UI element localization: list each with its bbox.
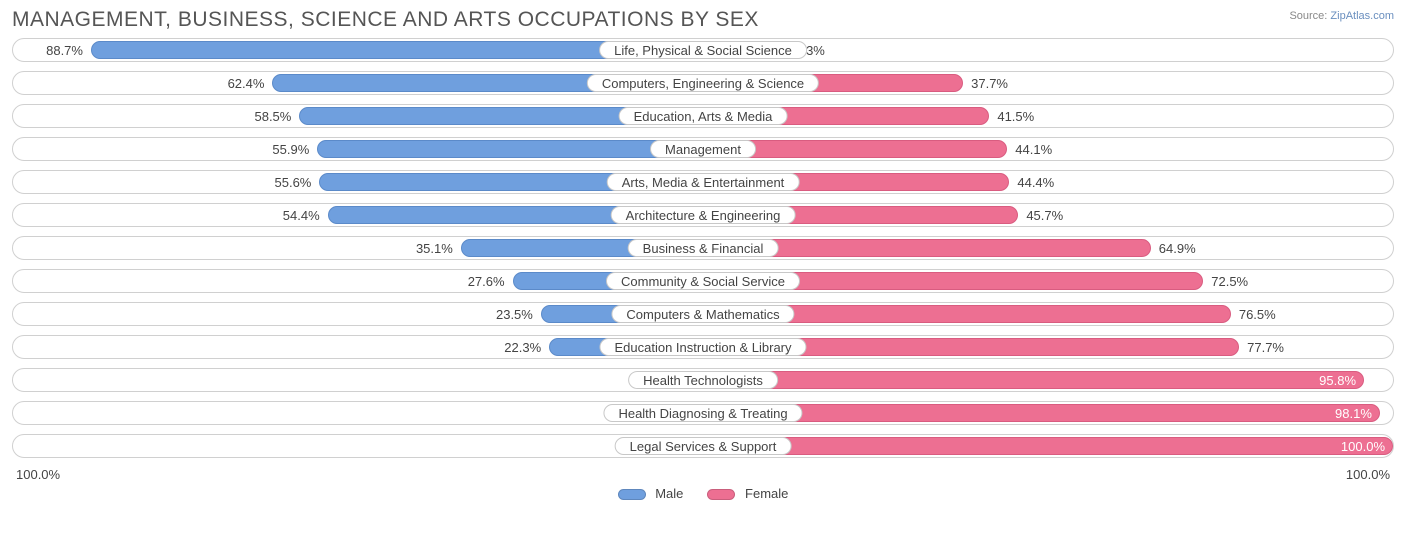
- chart-row: 22.3% 77.7% Education Instruction & Librar…: [12, 335, 1394, 359]
- male-value: 27.6%: [468, 270, 505, 294]
- chart-row: 4.2%95.8%Health Technologists: [12, 368, 1394, 392]
- chart-row: 55.6% 44.4% Arts, Media & Entertainment: [12, 170, 1394, 194]
- male-value: 55.6%: [275, 171, 312, 195]
- female-value: 77.7%: [1247, 336, 1284, 360]
- source-link[interactable]: ZipAtlas.com: [1330, 10, 1394, 22]
- category-label: Community & Social Service: [606, 272, 800, 290]
- male-value: 22.3%: [504, 336, 541, 360]
- category-label: Education Instruction & Library: [599, 338, 806, 356]
- category-label: Architecture & Engineering: [611, 206, 796, 224]
- x-axis: 100.0% 100.0%: [12, 467, 1394, 482]
- female-value: 95.8%: [1319, 369, 1364, 393]
- legend: Male Female: [12, 486, 1394, 501]
- chart-title: MANAGEMENT, BUSINESS, SCIENCE AND ARTS O…: [12, 8, 759, 32]
- category-label: Legal Services & Support: [615, 437, 792, 455]
- female-bar: [703, 437, 1393, 455]
- chart-row: 35.1% 64.9% Business & Financial: [12, 236, 1394, 260]
- chart-row: 88.7%11.3%Life, Physical & Social Scienc…: [12, 38, 1394, 62]
- female-bar: [703, 371, 1364, 389]
- female-swatch: [707, 489, 735, 500]
- occupations-chart: 88.7%11.3%Life, Physical & Social Scienc…: [12, 38, 1394, 458]
- female-value: 98.1%: [1335, 402, 1380, 426]
- male-bar: [317, 140, 703, 158]
- chart-row: 23.5% 76.5% Computers & Mathematics: [12, 302, 1394, 326]
- male-value: 62.4%: [228, 72, 265, 96]
- category-label: Life, Physical & Social Science: [599, 41, 807, 59]
- legend-male: Male: [618, 486, 684, 501]
- female-value: 100.0%: [1341, 435, 1393, 459]
- chart-row: 54.4% 45.7% Architecture & Engineering: [12, 203, 1394, 227]
- chart-row: 62.4% 37.7% Computers, Engineering & Scien…: [12, 71, 1394, 95]
- female-value: 72.5%: [1211, 270, 1248, 294]
- female-value: 44.4%: [1017, 171, 1054, 195]
- category-label: Business & Financial: [628, 239, 779, 257]
- male-swatch: [618, 489, 646, 500]
- category-label: Arts, Media & Entertainment: [607, 173, 800, 191]
- chart-row: 1.9%98.1%Health Diagnosing & Treating: [12, 401, 1394, 425]
- male-value: 54.4%: [283, 204, 320, 228]
- female-bar: [703, 404, 1380, 422]
- chart-row: 0.0%100.0%Legal Services & Support: [12, 434, 1394, 458]
- male-value: 23.5%: [496, 303, 533, 327]
- female-value: 37.7%: [971, 72, 1008, 96]
- legend-female: Female: [707, 486, 788, 501]
- category-label: Computers & Mathematics: [611, 305, 794, 323]
- source-attribution: Source: ZipAtlas.com: [1289, 8, 1394, 22]
- category-label: Computers, Engineering & Science: [587, 74, 819, 92]
- female-value: 41.5%: [997, 105, 1034, 129]
- female-value: 45.7%: [1026, 204, 1063, 228]
- source-label: Source:: [1289, 10, 1327, 22]
- male-value: 55.9%: [272, 138, 309, 162]
- category-label: Education, Arts & Media: [619, 107, 788, 125]
- male-value: 88.7%: [46, 39, 83, 63]
- chart-row: 55.9% 44.1% Management: [12, 137, 1394, 161]
- male-value: 58.5%: [254, 105, 291, 129]
- chart-row: 27.6% 72.5% Community & Social Service: [12, 269, 1394, 293]
- female-value: 44.1%: [1015, 138, 1052, 162]
- female-value: 64.9%: [1159, 237, 1196, 261]
- axis-left-label: 100.0%: [16, 467, 60, 482]
- male-value: 35.1%: [416, 237, 453, 261]
- category-label: Management: [650, 140, 756, 158]
- legend-female-label: Female: [745, 486, 788, 501]
- category-label: Health Technologists: [628, 371, 778, 389]
- chart-row: 58.5% 41.5% Education, Arts & Media: [12, 104, 1394, 128]
- axis-right-label: 100.0%: [1346, 467, 1390, 482]
- female-value: 76.5%: [1239, 303, 1276, 327]
- legend-male-label: Male: [655, 486, 683, 501]
- category-label: Health Diagnosing & Treating: [603, 404, 802, 422]
